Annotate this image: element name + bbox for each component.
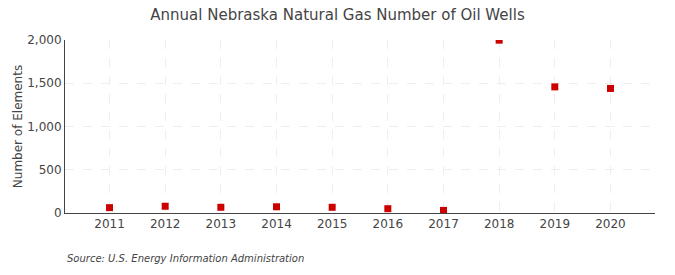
svg-text:0: 0	[54, 206, 62, 220]
svg-text:Annual Nebraska Natural Gas Nu: Annual Nebraska Natural Gas Number of Oi…	[150, 6, 525, 24]
svg-text:2020: 2020	[595, 217, 626, 231]
svg-text:1,500: 1,500	[27, 76, 61, 90]
svg-text:2017: 2017	[428, 217, 459, 231]
svg-text:2014: 2014	[261, 217, 292, 231]
svg-text:2013: 2013	[206, 217, 237, 231]
svg-text:Number of Elements: Number of Elements	[11, 65, 25, 188]
svg-text:2019: 2019	[540, 217, 571, 231]
svg-text:2018: 2018	[484, 217, 515, 231]
svg-text:2,000: 2,000	[27, 33, 61, 47]
svg-text:Source: U.S. Energy Informatio: Source: U.S. Energy Information Administ…	[67, 253, 304, 264]
svg-text:1,000: 1,000	[27, 120, 61, 134]
svg-text:500: 500	[39, 163, 62, 177]
svg-text:2012: 2012	[150, 217, 181, 231]
svg-text:2015: 2015	[317, 217, 348, 231]
svg-text:2016: 2016	[373, 217, 404, 231]
svg-text:2011: 2011	[94, 217, 125, 231]
